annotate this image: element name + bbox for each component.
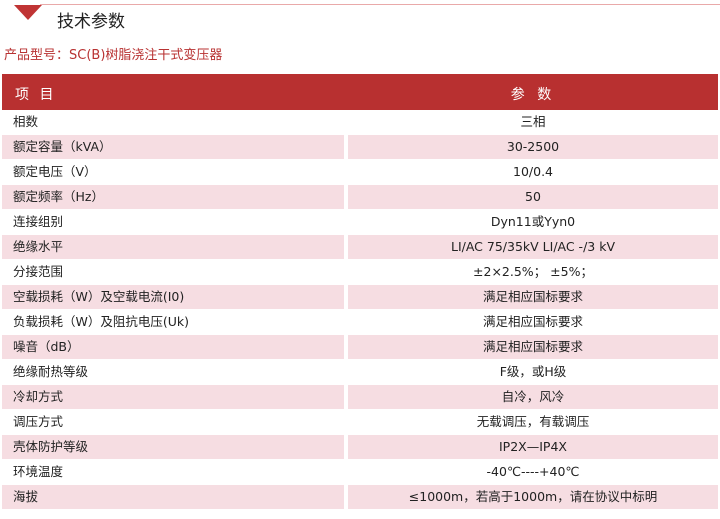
row-label: 绝缘水平 [2, 235, 344, 259]
spec-table: 相数 三相额定容量（kVA） 30-2500 额定电压（V） 10/0.4 额定频率（Hz… [2, 110, 718, 510]
row-label: 冷却方式 [2, 385, 344, 409]
row-value: 三相 [520, 114, 546, 129]
row-label: 壳体防护等级 [2, 435, 344, 459]
row-label: 负载损耗（W）及阻抗电压(Uk) [13, 314, 190, 329]
row-label: 海拔 [2, 485, 344, 509]
table-row: 分接范围 ±2×2.5%； ±5%； [2, 260, 718, 285]
row-value: 10/0.4 [513, 164, 553, 179]
table-row: 调压方式 无载调压，有载调压 [2, 410, 718, 435]
row-value: 50 [348, 185, 718, 209]
row-label: 额定容量（kVA） [2, 135, 344, 159]
table-row: 额定频率（Hz） 50 [2, 185, 718, 210]
row-label: 环境温度 [13, 464, 64, 479]
table-row: 噪音（dB） 满足相应国标要求 [2, 335, 718, 360]
row-value: 满足相应国标要求 [348, 285, 718, 309]
table-row: 绝缘水平 LI/AC 75/35kV LI/AC -/3 kV [2, 235, 718, 260]
top-divider [40, 4, 720, 5]
row-value: 满足相应国标要求 [482, 314, 583, 329]
table-row: 额定电压（V） 10/0.4 [2, 160, 718, 185]
row-value: 无载调压，有载调压 [476, 414, 590, 429]
table-row: 相数 三相 [2, 110, 718, 135]
table-row: 负载损耗（W）及阻抗电压(Uk) 满足相应国标要求 [2, 310, 718, 335]
row-value: F级，或H级 [499, 364, 567, 379]
row-value: 自冷，风冷 [348, 385, 718, 409]
row-label: 空载损耗（W）及空载电流(I0) [2, 285, 344, 309]
table-row: 冷却方式 自冷，风冷 [2, 385, 718, 410]
table-row: 空载损耗（W）及空载电流(I0) 满足相应国标要求 [2, 285, 718, 310]
table-row: 绝缘耐热等级 F级，或H级 [2, 360, 718, 385]
row-label: 噪音（dB） [2, 335, 344, 359]
row-value: Dyn11或Yyn0 [490, 214, 576, 229]
row-value: ±2×2.5%； ±5%； [473, 264, 593, 279]
table-row: 环境温度 -40℃----+40℃ [2, 460, 718, 485]
row-label: 调压方式 [13, 414, 64, 429]
header-param: 参 数 [510, 87, 556, 103]
table-row: 壳体防护等级 IP2X—IP4X [2, 435, 718, 460]
table-header: 项 目 参 数 [2, 74, 718, 110]
row-label: 分接范围 [13, 264, 64, 279]
table-row: 海拔 ≤1000m，若高于1000m，请在协议中标明 [2, 485, 718, 510]
triangle-marker-icon [14, 5, 42, 20]
row-label: 相数 [13, 114, 39, 129]
section-title: 技术参数 [57, 12, 125, 32]
row-label: 额定电压（V） [13, 164, 97, 179]
row-value: LI/AC 75/35kV LI/AC -/3 kV [348, 235, 718, 259]
header-item: 项 目 [15, 87, 57, 103]
row-label: 绝缘耐热等级 [13, 364, 89, 379]
table-row: 额定容量（kVA） 30-2500 [2, 135, 718, 160]
row-value: IP2X—IP4X [348, 435, 718, 459]
row-value: 30-2500 [348, 135, 718, 159]
row-label: 额定频率（Hz） [2, 185, 344, 209]
row-value: -40℃----+40℃ [486, 464, 580, 479]
row-value: 满足相应国标要求 [348, 335, 718, 359]
row-value: ≤1000m，若高于1000m，请在协议中标明 [348, 485, 718, 509]
table-row: 连接组别 Dyn11或Yyn0 [2, 210, 718, 235]
row-label: 连接组别 [13, 214, 64, 229]
product-model: 产品型号：SC(B)树脂浇注干式变压器 [4, 48, 223, 63]
